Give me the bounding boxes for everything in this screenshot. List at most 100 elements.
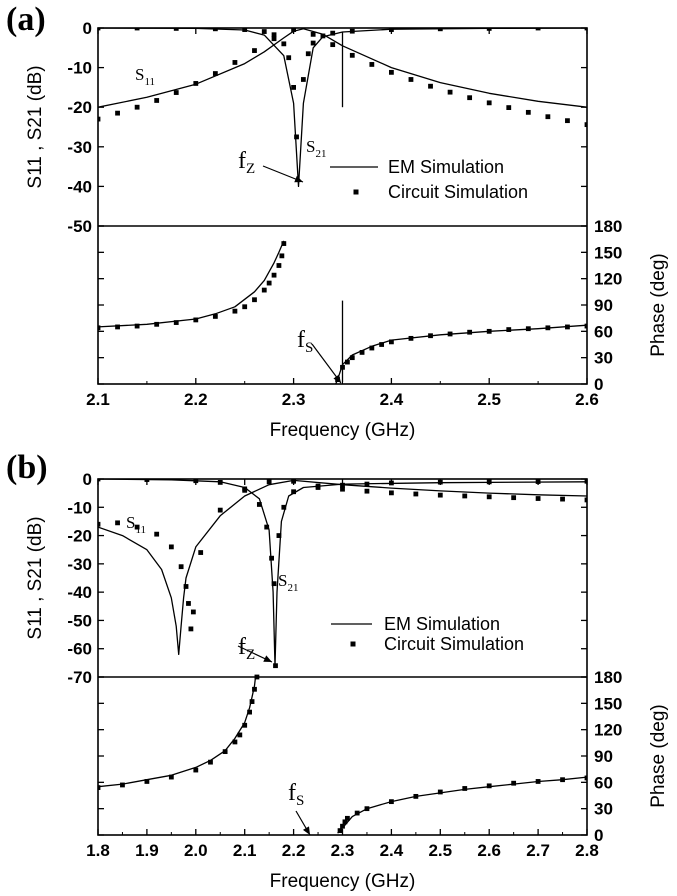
- circuit-point: [115, 520, 120, 526]
- circuit-point: [584, 122, 587, 128]
- data-layer: [98, 28, 587, 384]
- chart-panel-a: (a)2.1 2.2 2.3 2.4 2.5 2.60-10-20-30-40-50030…: [6, 1, 669, 441]
- circuit-point: [144, 779, 150, 784]
- y-tick-label: -30: [67, 138, 92, 157]
- circuit-point: [261, 29, 267, 34]
- circuit-point: [256, 502, 262, 507]
- fs-arrow-head: [302, 826, 310, 835]
- circuit-points-bottom-phase: [98, 674, 587, 834]
- circuit-point: [183, 584, 189, 589]
- legend-marker-swatch: [353, 189, 359, 195]
- circuit-point: [535, 28, 541, 31]
- y-tick-label: -40: [67, 583, 92, 602]
- circuit-point: [242, 486, 248, 492]
- circuit-point: [154, 98, 160, 103]
- circuit-point: [154, 531, 160, 537]
- circuit-point: [232, 739, 238, 745]
- phase-tick-label: 120: [594, 721, 622, 740]
- circuit-point: [266, 280, 272, 286]
- circuit-point: [389, 480, 394, 486]
- phase-tick-label: 30: [594, 349, 613, 368]
- circuit-point: [359, 350, 365, 355]
- circuit-point: [266, 479, 272, 485]
- circuit-point: [217, 479, 223, 485]
- circuit-point: [271, 36, 277, 42]
- circuit-point: [186, 601, 191, 606]
- circuit-point: [173, 28, 179, 31]
- circuit-point: [232, 60, 238, 65]
- circuit-point: [173, 320, 179, 325]
- phase-tick-label: 180: [594, 217, 622, 236]
- circuit-point: [584, 28, 587, 31]
- circuit-point: [437, 479, 443, 485]
- circuit-point: [389, 69, 394, 75]
- circuit-point: [212, 314, 218, 319]
- circuit-point: [154, 321, 160, 327]
- circuit-point: [389, 490, 394, 496]
- circuit-point: [98, 28, 101, 31]
- circuit-point: [545, 114, 551, 120]
- circuit-point: [413, 793, 419, 799]
- circuit-point: [198, 550, 204, 555]
- phase-tick-label: 90: [594, 747, 613, 766]
- circuit-point: [193, 479, 199, 484]
- y-tick-label: -10: [67, 498, 92, 517]
- legend-label-em: EM Simulation: [384, 614, 500, 634]
- phase-tick-label: 30: [594, 800, 613, 819]
- circuit-point: [437, 789, 443, 795]
- y-tick-label: -20: [67, 527, 92, 546]
- x-tick-label: 1.9: [135, 841, 159, 860]
- circuit-point: [134, 524, 140, 530]
- circuit-point: [342, 819, 348, 825]
- circuit-point: [467, 95, 473, 101]
- em-line-top-s11: [98, 28, 587, 108]
- circuit-point: [486, 494, 492, 500]
- circuit-point: [279, 253, 285, 259]
- phase-tick-label: 0: [594, 375, 603, 394]
- circuit-point: [300, 77, 306, 82]
- fz-label: fZ: [238, 148, 255, 177]
- circuit-point: [249, 699, 255, 704]
- circuit-point: [486, 28, 492, 31]
- circuit-point: [437, 28, 443, 32]
- circuit-point: [193, 767, 199, 773]
- x-axis-title: Frequency (GHz): [270, 871, 416, 892]
- circuit-point: [389, 799, 394, 805]
- circuit-point: [344, 815, 350, 821]
- circuit-point: [560, 777, 565, 783]
- circuit-point: [584, 775, 587, 781]
- circuit-point: [486, 479, 492, 485]
- circuit-point: [364, 481, 370, 487]
- circuit-points-top-s11: [98, 28, 587, 128]
- x-tick-label: 1.8: [86, 841, 110, 860]
- circuit-point: [271, 581, 277, 587]
- circuit-point: [212, 71, 218, 76]
- circuit-point: [428, 333, 433, 339]
- circuit-point: [134, 323, 140, 329]
- fs-arrow-head: [333, 374, 341, 383]
- circuit-point: [115, 110, 120, 116]
- circuit-points-top-s21: [98, 28, 587, 140]
- circuit-point: [242, 722, 248, 728]
- circuit-point: [511, 780, 517, 786]
- circuit-point: [447, 89, 453, 95]
- s11-label: S11: [126, 513, 146, 536]
- legend-label-em: EM Simulation: [388, 157, 504, 177]
- circuit-point: [525, 326, 531, 332]
- panel-label: (b): [6, 449, 48, 486]
- circuit-point: [273, 663, 278, 669]
- circuit-point: [190, 609, 196, 615]
- circuit-point: [486, 100, 492, 106]
- circuit-point: [193, 317, 199, 323]
- circuit-point: [178, 564, 184, 570]
- fs-arrow: [311, 343, 342, 384]
- phase-tick-label: 150: [594, 694, 622, 713]
- panel-label: (a): [6, 1, 46, 38]
- circuit-point: [232, 308, 238, 314]
- circuit-point: [269, 555, 274, 561]
- fz-arrow-head: [263, 655, 272, 662]
- s21-label: S21: [278, 571, 298, 594]
- y-tick-label: -70: [67, 668, 92, 687]
- phase-tick-label: 0: [594, 826, 603, 845]
